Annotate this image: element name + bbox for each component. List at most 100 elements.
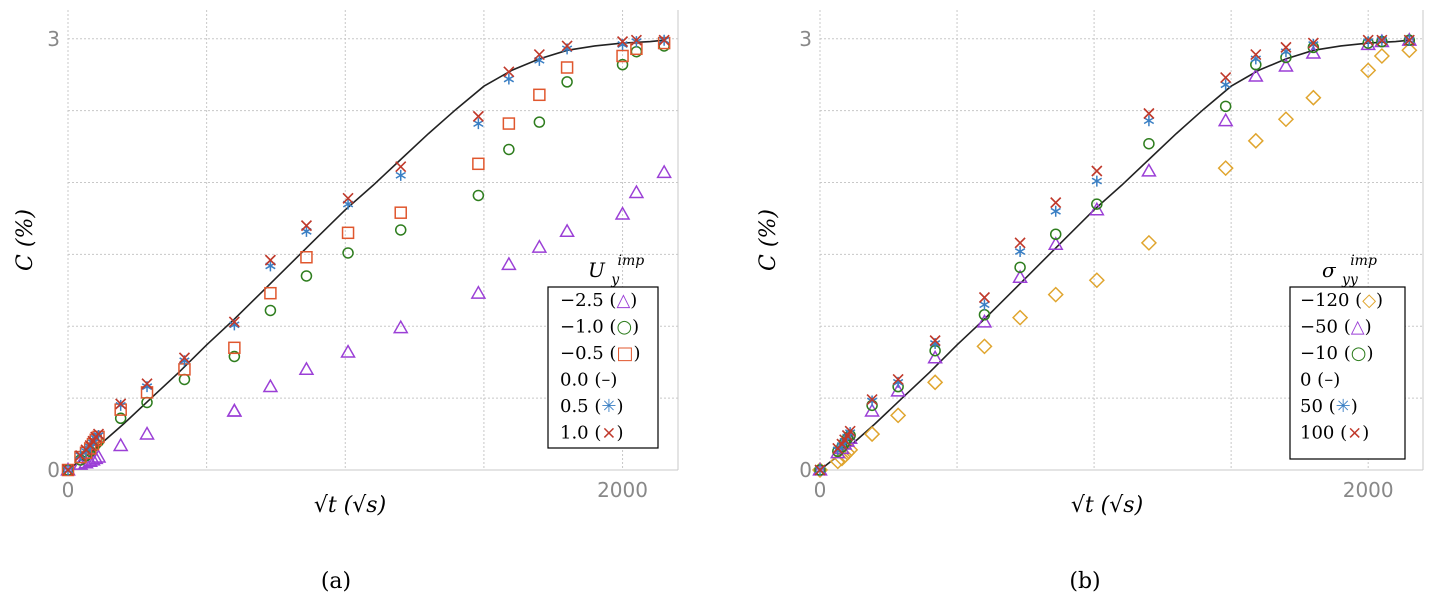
data-point-x — [92, 428, 105, 440]
series-line-0.0 — [67, 39, 665, 471]
data-point-diamond — [927, 374, 944, 391]
legend-entry-label: −0.5 (□) — [560, 343, 641, 364]
data-point-circle — [394, 224, 407, 236]
y-axis-label: C (%) — [756, 209, 781, 271]
legend-entry-label: −2.5 (△) — [560, 290, 637, 311]
x-tick-label: 0 — [814, 478, 827, 502]
data-point-circle — [264, 304, 277, 317]
data-point-circle — [114, 412, 127, 424]
data-point-square — [472, 157, 485, 171]
data-point-triangle — [1089, 201, 1105, 216]
data-point-asterisk — [979, 299, 990, 311]
data-point-square — [228, 341, 241, 355]
data-point-asterisk — [473, 118, 484, 130]
data-point-x — [503, 66, 515, 78]
data-point-triangle — [531, 239, 548, 253]
model-curve — [67, 39, 665, 471]
data-point-triangle — [139, 426, 155, 440]
series-line-0 — [819, 39, 1410, 471]
data-point-circle — [533, 116, 546, 128]
data-point-diamond — [1247, 132, 1264, 149]
legend-title: U y imp — [588, 253, 644, 289]
data-point-circle — [503, 143, 515, 156]
data-point-asterisk — [1091, 175, 1103, 187]
data-point-x — [814, 464, 826, 476]
panel-b: 0 2000 0 3 C (%) √t (√s) (b) σ yy imp −120 … — [756, 10, 1424, 594]
data-point-diamond — [976, 338, 993, 355]
data-point-x — [342, 192, 354, 204]
data-markers — [811, 32, 1418, 479]
legend-box — [547, 286, 659, 449]
data-point-square — [394, 206, 407, 219]
data-point-x — [561, 40, 573, 52]
data-point-circle — [1143, 137, 1155, 150]
data-point-circle — [300, 270, 313, 282]
data-point-diamond — [1012, 309, 1029, 326]
data-point-x — [658, 34, 670, 46]
x-axis-label: √t (√s) — [314, 493, 386, 518]
legend-title: σ yy imp — [1322, 253, 1377, 289]
data-point-circle — [1014, 261, 1026, 274]
legend-box — [1289, 286, 1406, 460]
legend-title-sup: imp — [1350, 253, 1377, 269]
data-point-x — [1220, 71, 1232, 84]
legend-entry-label: −50 (△) — [1300, 317, 1372, 338]
data-point-x — [264, 254, 276, 266]
legend-entry-label: −10 (○) — [1300, 343, 1373, 364]
legend: σ yy imp −120 (◇) −50 (△) −10 (○) 0 (–) 50 (… — [1289, 253, 1406, 460]
data-point-diamond — [1401, 42, 1418, 59]
legend-title-sup: imp — [618, 253, 645, 269]
data-point-x — [1362, 34, 1374, 46]
data-point-triangle — [226, 403, 243, 417]
legend-title-sub: y — [610, 272, 620, 288]
legend-entry-label: 50 (✳) — [1300, 396, 1358, 417]
data-point-triangle — [87, 450, 104, 465]
data-point-x — [228, 316, 240, 328]
panel-a: 0 2000 0 3 C (%) √t (√s) (a) U y imp −2.5 (… — [13, 10, 679, 594]
x-tick-label: 2000 — [597, 478, 648, 502]
data-point-circle — [228, 350, 241, 363]
data-point-triangle — [262, 378, 279, 393]
data-point-x — [1376, 34, 1388, 46]
legend-entry-label: 0.5 (✳) — [560, 396, 624, 417]
legend-title-main: σ — [1322, 258, 1337, 282]
data-point-circle — [1049, 228, 1062, 240]
data-point-x — [1014, 237, 1026, 249]
data-point-circle — [1219, 100, 1232, 113]
legend-entries: −2.5 (△) −1.0 (○) −0.5 (□) 0.0 (–) 0.5 (✳) 1.… — [560, 290, 641, 444]
data-point-square — [616, 49, 629, 63]
data-point-asterisk — [503, 73, 515, 85]
data-point-triangle — [864, 403, 880, 417]
data-point-diamond — [890, 407, 907, 424]
data-point-square — [560, 61, 574, 74]
legend-entry-label: −1.0 (○) — [560, 317, 639, 338]
legend: U y imp −2.5 (△) −1.0 (○) −0.5 (□) 0.0 (–) 0… — [547, 253, 659, 449]
y-tick-label: 0 — [47, 458, 60, 482]
data-point-diamond — [829, 453, 846, 470]
data-point-x — [472, 110, 484, 122]
data-point-circle — [472, 189, 485, 202]
data-point-triangle — [298, 361, 315, 375]
data-point-triangle — [340, 344, 356, 358]
data-point-x — [533, 48, 545, 61]
legend-entry-label: 0 (–) — [1300, 370, 1340, 391]
tick-labels: 0 2000 0 3 — [799, 27, 1393, 502]
data-point-triangle — [1047, 236, 1064, 250]
data-point-square — [341, 226, 355, 240]
data-point-x — [892, 373, 904, 386]
x-tick-label: 2000 — [1343, 478, 1394, 502]
data-point-x — [1091, 165, 1103, 177]
data-point-x — [1250, 48, 1262, 61]
data-point-diamond — [1217, 160, 1234, 177]
data-point-diamond — [864, 426, 881, 443]
data-point-square — [502, 117, 516, 130]
data-point-x — [978, 291, 991, 304]
y-tick-label: 3 — [47, 27, 60, 51]
data-point-x — [300, 220, 313, 232]
data-point-diamond — [1360, 62, 1377, 79]
data-point-circle — [1091, 198, 1103, 210]
data-point-diamond — [1140, 234, 1157, 251]
data-point-triangle — [90, 449, 107, 463]
data-point-triangle — [976, 313, 993, 328]
